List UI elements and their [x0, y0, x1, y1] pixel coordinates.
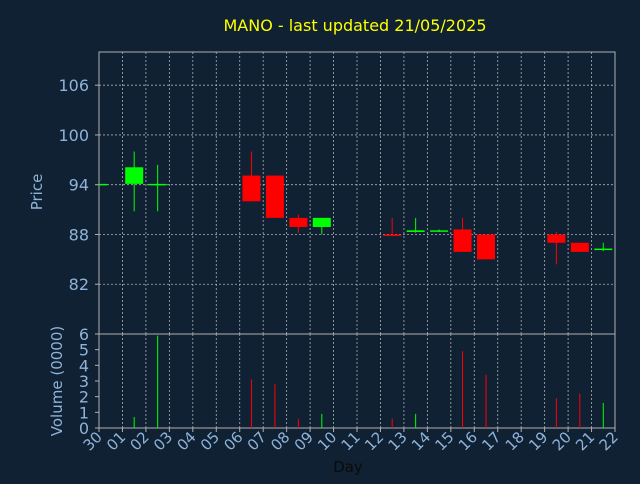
- volume-tick-label: 0: [79, 419, 89, 438]
- price-tick-label: 94: [69, 176, 89, 195]
- candle-body: [383, 234, 402, 236]
- x-tick-label: 19: [525, 428, 551, 454]
- volume-plot-frame: [98, 333, 616, 429]
- x-tick-label: 03: [150, 428, 176, 454]
- volume-tick-label: 4: [79, 356, 89, 375]
- candle-body: [99, 183, 107, 186]
- price-panel: 82 88 94 100 106: [58, 51, 616, 335]
- x-tick-label: 17: [478, 428, 504, 454]
- candle-body: [312, 217, 331, 228]
- candle-body: [430, 230, 449, 232]
- candle-body: [570, 242, 589, 252]
- volume-tick-label: 2: [79, 388, 89, 407]
- price-tick-label: 82: [69, 275, 89, 294]
- x-tick-label: 07: [244, 428, 270, 454]
- chart-title: MANO - last updated 21/05/2025: [223, 16, 486, 35]
- candle-body: [547, 234, 566, 243]
- x-tick-label: 04: [173, 428, 199, 454]
- x-tick-label: 14: [408, 428, 434, 454]
- x-axis-label: Day: [333, 458, 363, 476]
- candle-body: [125, 167, 144, 184]
- volume-tick-label: 5: [79, 341, 89, 360]
- x-tick-label: 05: [197, 428, 223, 454]
- volume-tick-label: 1: [79, 403, 89, 422]
- candle-body: [148, 183, 167, 186]
- price-tick-label: 100: [58, 126, 89, 145]
- x-tick-labels: 3001020304050607080910111213141516171819…: [80, 428, 622, 454]
- candle-body: [453, 229, 472, 252]
- candle-body: [594, 248, 613, 251]
- x-tick-label: 02: [127, 428, 153, 454]
- x-tick-label: 22: [596, 428, 622, 454]
- x-tick-label: 10: [314, 428, 340, 454]
- x-tick-label: 01: [103, 428, 129, 454]
- x-tick-label: 21: [572, 428, 598, 454]
- volume-tick-label: 3: [79, 372, 89, 391]
- candle-body: [265, 175, 284, 218]
- x-tick-label: 08: [267, 428, 293, 454]
- price-tick-label: 88: [69, 225, 89, 244]
- x-tick-label: 12: [361, 428, 387, 454]
- x-tick-label: 11: [338, 428, 364, 454]
- volume-tick-label: 6: [79, 325, 89, 344]
- volume-axis-label: Volume (0000): [48, 326, 66, 436]
- price-tick-label: 106: [58, 76, 89, 95]
- x-tick-label: 20: [549, 428, 575, 454]
- candle-body: [406, 230, 425, 232]
- x-tick-label: 13: [385, 428, 411, 454]
- price-axis-label: Price: [28, 174, 46, 211]
- candle-body: [242, 175, 261, 202]
- x-tick-label: 09: [291, 428, 317, 454]
- x-tick-label: 18: [502, 428, 528, 454]
- x-tick-label: 16: [455, 428, 481, 454]
- x-tick-label: 06: [220, 428, 246, 454]
- candle-body: [477, 234, 495, 260]
- x-tick-label: 15: [431, 428, 457, 454]
- candle-body: [289, 217, 308, 228]
